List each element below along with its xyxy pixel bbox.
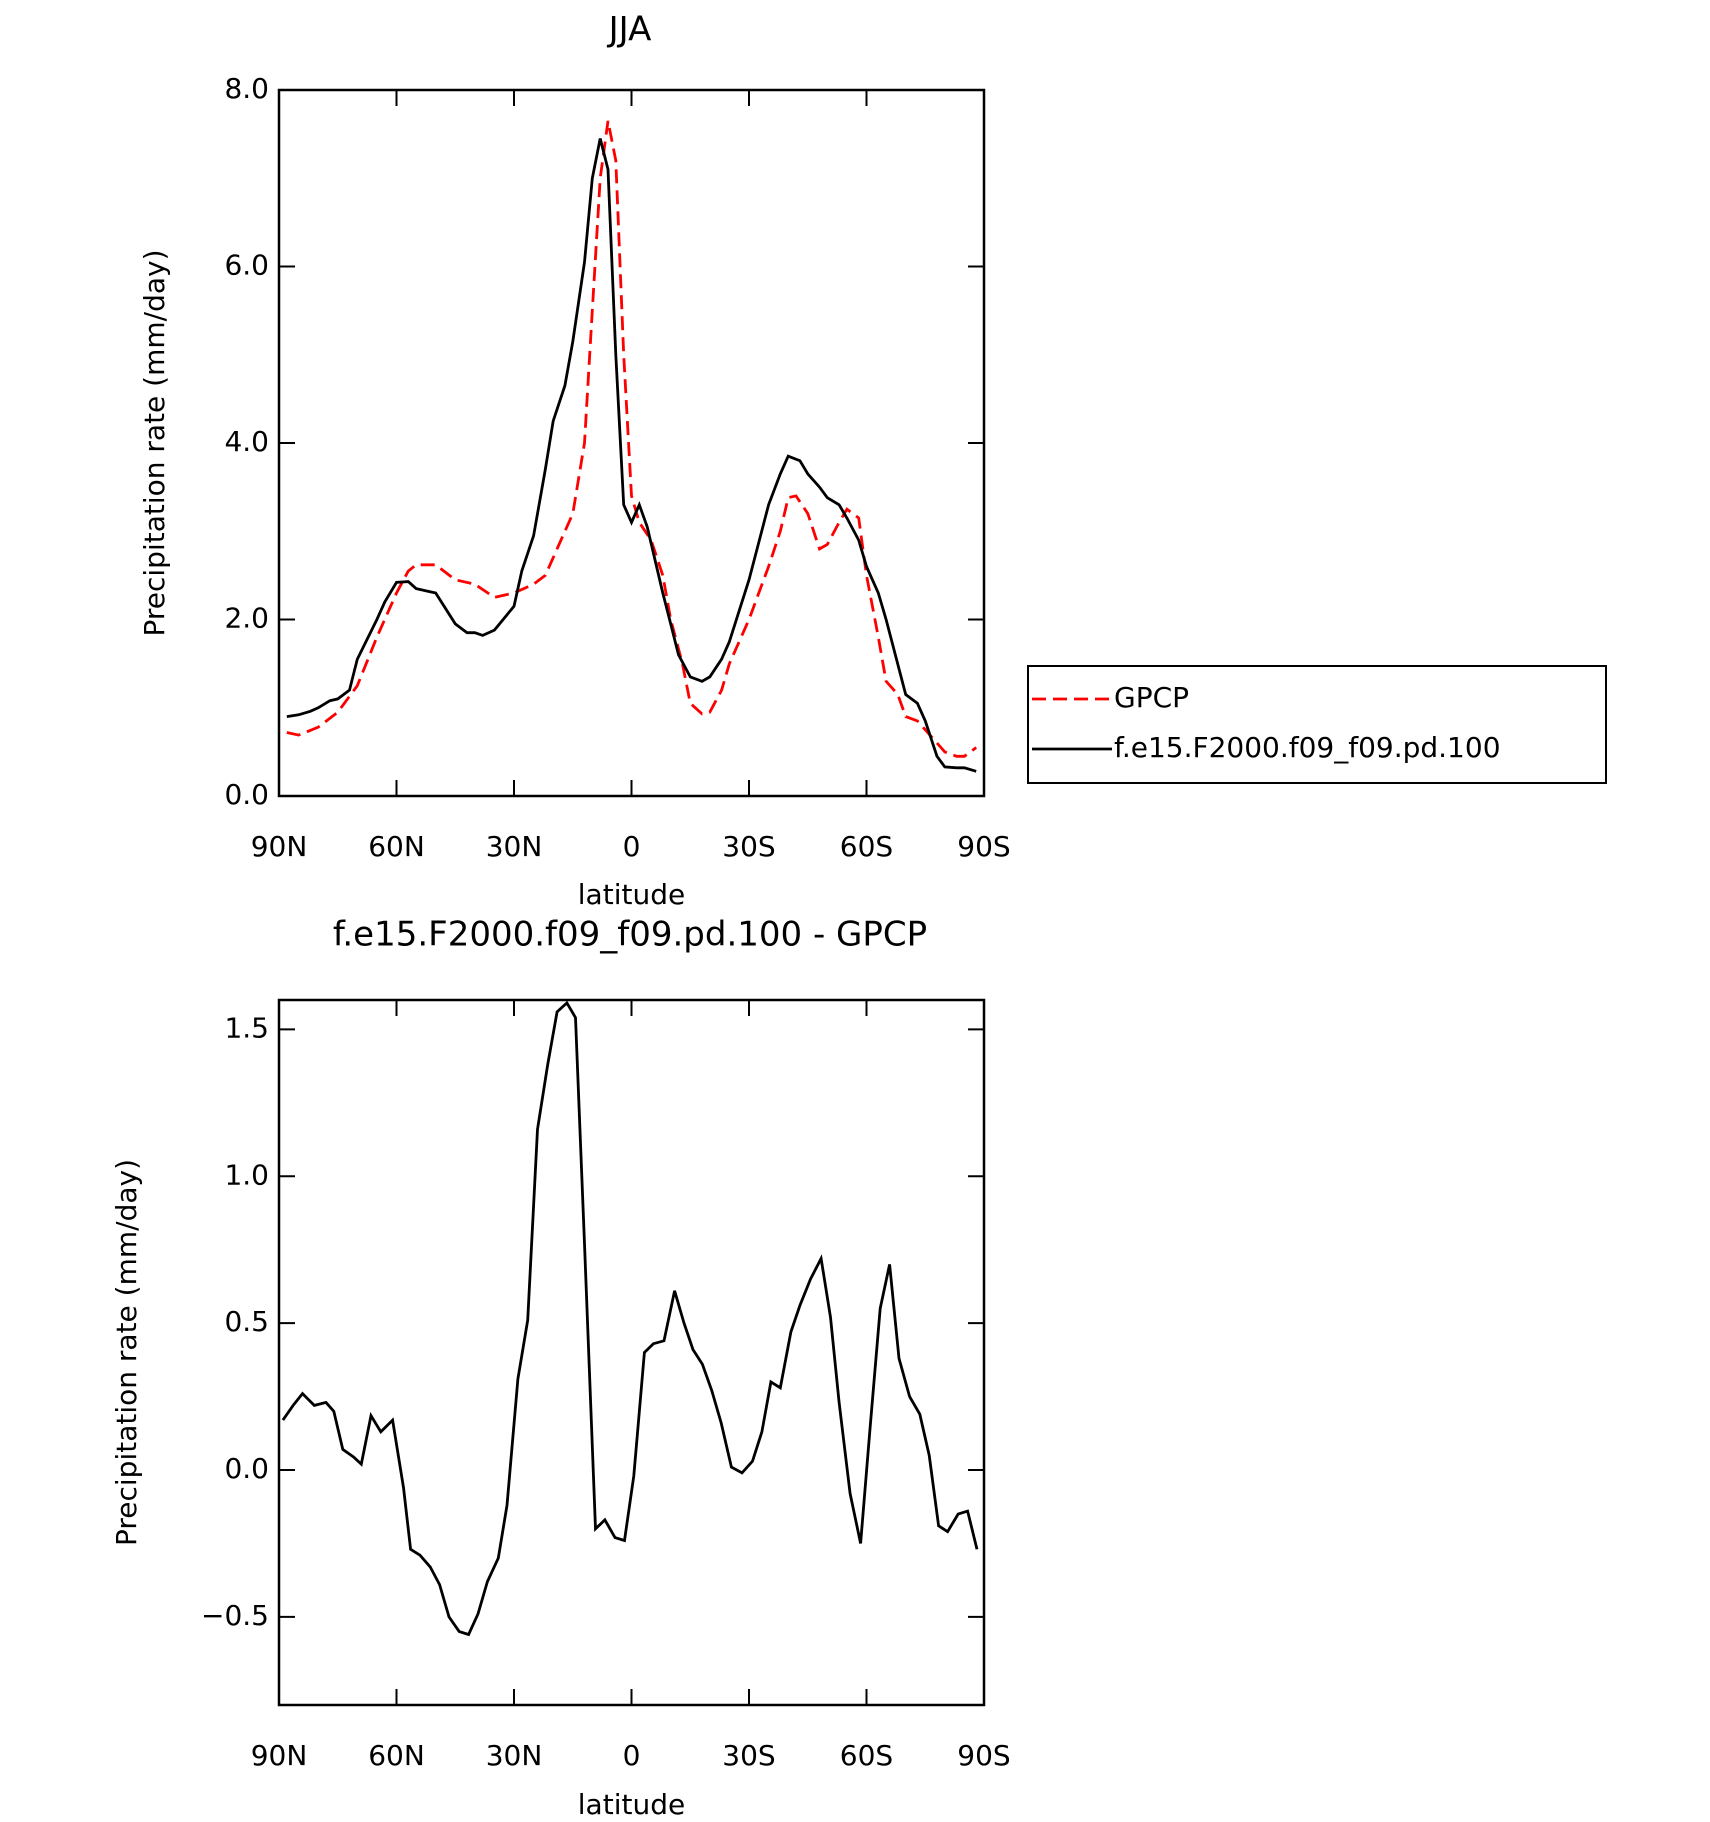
legend: GPCP f.e15.F2000.f09_f09.pd.100	[1027, 665, 1607, 784]
x-axis-label: latitude	[578, 878, 685, 911]
chart-title: JJA	[607, 10, 652, 50]
x-tick-label: 30N	[486, 1739, 543, 1772]
plot-frame	[277, 998, 986, 1707]
x-tick-label: 60N	[368, 1739, 425, 1772]
x-tick-label: 30S	[722, 830, 775, 863]
chart-panel: JJA 0.0 2.0 4.0 6.0 8.0 90N 60N 30N 0 30S 60S 90S lat…	[138, 10, 1607, 911]
x-tick-label: 90S	[957, 1739, 1010, 1772]
data-line	[286, 138, 977, 773]
y-tick-label: −0.5	[201, 1599, 269, 1632]
y-tick-label: 0.0	[224, 1452, 269, 1485]
x-axis-label: latitude	[578, 1788, 685, 1821]
x-tick-label: 90N	[251, 1739, 308, 1772]
y-tick-label: 2.0	[224, 602, 269, 635]
legend-label: f.e15.F2000.f09_f09.pd.100	[1114, 731, 1501, 764]
data-line	[281, 1000, 979, 1637]
y-tick-label: 1.5	[224, 1011, 269, 1044]
plot-frame	[277, 88, 986, 798]
y-tick-label: 6.0	[224, 249, 269, 282]
legend-box	[1027, 665, 1607, 784]
x-tick-label: 60N	[368, 830, 425, 863]
y-tick-label: 4.0	[224, 425, 269, 458]
x-tick-label: 0	[623, 1739, 641, 1772]
x-tick-label: 30S	[722, 1739, 775, 1772]
x-tick-label: 0	[623, 830, 641, 863]
x-tick-label: 60S	[840, 830, 893, 863]
y-tick-label: 1.0	[224, 1158, 269, 1191]
y-tick-label: 0.0	[224, 778, 269, 811]
data-line	[286, 120, 978, 758]
x-tick-label: 30N	[486, 830, 543, 863]
y-axis-label: Precipitation rate (mm/day)	[110, 1159, 143, 1546]
x-tick-label: 90S	[957, 830, 1010, 863]
y-tick-label: 0.5	[224, 1305, 269, 1338]
y-axis-label: Precipitation rate (mm/day)	[138, 249, 171, 636]
y-tick-label: 8.0	[224, 72, 269, 105]
chart-title: f.e15.F2000.f09_f09.pd.100 - GPCP	[333, 915, 927, 955]
x-tick-label: 60S	[840, 1739, 893, 1772]
x-tick-label: 90N	[251, 830, 308, 863]
legend-label: GPCP	[1114, 681, 1189, 714]
chart-panel: f.e15.F2000.f09_f09.pd.100 - GPCP −0.5 0.0…	[110, 915, 1011, 1822]
